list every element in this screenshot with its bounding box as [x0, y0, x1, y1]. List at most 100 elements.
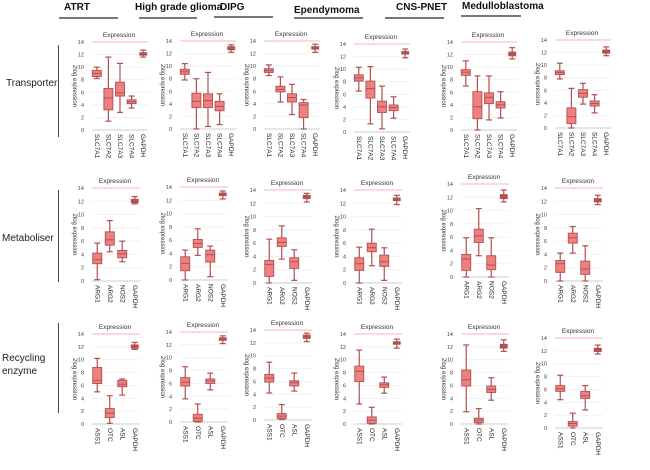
y-tick-label: 2: [343, 268, 346, 274]
boxplot-panel: Expression 0 2 4 6 8 10 12 14 2log expression SLC7…: [71, 32, 148, 159]
panel-title: Expression: [468, 174, 501, 181]
x-tick-label: NOS2: [380, 287, 387, 305]
y-tick-label: 12: [541, 349, 547, 355]
y-tick-label: 6: [343, 383, 346, 389]
box: [484, 92, 494, 105]
box-gapdh: [130, 196, 139, 205]
y-tick-label: 4: [450, 248, 453, 254]
box-otc: [276, 403, 287, 420]
y-axis-label: 2log expression: [534, 213, 540, 255]
x-tick-label: ASS1: [265, 424, 272, 441]
y-axis-label: 2log expression: [243, 215, 249, 257]
y-tick-label: 14: [78, 40, 84, 46]
x-tick-label: ARG1: [93, 285, 100, 303]
box-arg2: [473, 207, 484, 257]
y-tick-label: 12: [447, 53, 453, 59]
x-tick-label: GAPDH: [500, 281, 507, 304]
x-tick-label: SLC7A4: [216, 133, 223, 158]
column-header-ependymoma: Ependymoma: [294, 5, 360, 16]
y-tick-label: 0: [81, 279, 84, 285]
y-tick-label: 12: [250, 201, 256, 207]
x-tick-label: NOS2: [581, 285, 588, 303]
x-tick-label: SLC7A3: [116, 134, 123, 159]
box: [486, 255, 497, 271]
x-tick-label: OTC: [278, 424, 285, 438]
y-tick-label: 6: [81, 239, 84, 245]
box-ass1: [92, 357, 103, 393]
box-nos2: [580, 245, 591, 282]
box-slc7a3: [115, 62, 125, 114]
y-tick-label: 10: [541, 362, 547, 368]
y-tick-label: 4: [544, 400, 547, 406]
panel-title: Expression: [361, 324, 394, 331]
y-tick-label: 0: [169, 420, 172, 426]
box-gapdh: [499, 339, 508, 352]
y-tick-label: 10: [541, 213, 547, 219]
x-tick-label: SLC7A1: [556, 132, 563, 157]
box-arg2: [366, 228, 377, 267]
x-tick-label: NOS2: [118, 285, 125, 303]
x-tick-label: GAPDH: [311, 133, 318, 156]
y-tick-label: 4: [81, 103, 84, 109]
y-tick-label: 14: [447, 332, 453, 338]
x-tick-label: OTC: [569, 432, 576, 446]
box-slc7a2: [191, 78, 202, 130]
x-tick-label: SLC7A4: [300, 133, 307, 158]
x-tick-label: GAPDH: [393, 428, 400, 451]
x-tick-label: ASL: [581, 432, 588, 445]
column-header-cns-pnet: CNS-PNET: [396, 2, 448, 13]
box-slc7a1: [179, 63, 190, 81]
y-tick-label: 6: [450, 90, 453, 96]
y-tick-label: 8: [253, 228, 256, 234]
boxplot-panel: Expression 0 2 4 6 8 10 12 14 2log expression ARG1…: [534, 178, 603, 308]
x-tick-label: ASS1: [556, 432, 563, 449]
box-asl: [486, 377, 497, 401]
box-slc7a2: [472, 75, 483, 131]
column-header-dipg: DIPG: [220, 2, 245, 13]
y-tick-label: 12: [250, 52, 256, 58]
y-tick-label: 0: [253, 281, 256, 287]
y-tick-label: 0: [253, 418, 256, 424]
y-tick-label: 6: [253, 241, 256, 247]
y-tick-label: 6: [81, 383, 84, 389]
x-tick-label: ARG1: [556, 285, 563, 303]
x-tick-label: SLC7A3: [378, 136, 385, 161]
box-gapdh: [302, 192, 311, 203]
x-tick-label: SLC7A4: [128, 134, 135, 159]
y-tick-label: 8: [544, 375, 547, 381]
x-tick-label: OTC: [194, 426, 201, 440]
y-tick-label: 8: [544, 226, 547, 232]
box-asl: [117, 378, 128, 396]
y-axis-label: 2log expression: [333, 358, 339, 400]
box: [379, 254, 390, 267]
panel-title: Expression: [191, 31, 224, 38]
x-tick-label: GAPDH: [219, 426, 226, 449]
y-tick-label: 0: [343, 422, 346, 428]
y-tick-label: 4: [169, 251, 172, 257]
y-axis-label: 2log expression: [71, 358, 77, 400]
y-tick-label: 4: [253, 392, 256, 398]
y-tick-label: 14: [447, 40, 453, 46]
box-arg2: [192, 228, 203, 257]
row-label-recycling-enzyme: Recycling enzyme: [2, 352, 62, 378]
box-slc7a1: [554, 62, 565, 80]
y-tick-label: 2: [343, 409, 346, 415]
y-tick-label: 14: [166, 39, 172, 45]
x-tick-label: SLC7A2: [567, 132, 574, 157]
y-tick-label: 10: [250, 354, 256, 360]
y-tick-label: 2: [169, 265, 172, 271]
y-tick-label: 12: [541, 51, 547, 57]
x-tick-label: SLC7A4: [390, 136, 397, 161]
box-nos2: [289, 249, 300, 281]
x-tick-label: NOS2: [290, 287, 297, 305]
boxplot-panel: Expression 0 2 4 6 8 10 12 14 2log expression ASS1…: [440, 324, 509, 451]
box-slc7a3: [578, 82, 588, 105]
box-slc7a4: [298, 98, 309, 130]
y-tick-label: 12: [447, 195, 453, 201]
box-arg1: [180, 249, 191, 281]
y-tick-label: 8: [81, 78, 84, 84]
y-tick-label: 10: [340, 67, 346, 73]
box-slc7a1: [460, 60, 471, 87]
box-slc7a3: [203, 71, 213, 128]
panel-title: Expression: [99, 324, 132, 331]
